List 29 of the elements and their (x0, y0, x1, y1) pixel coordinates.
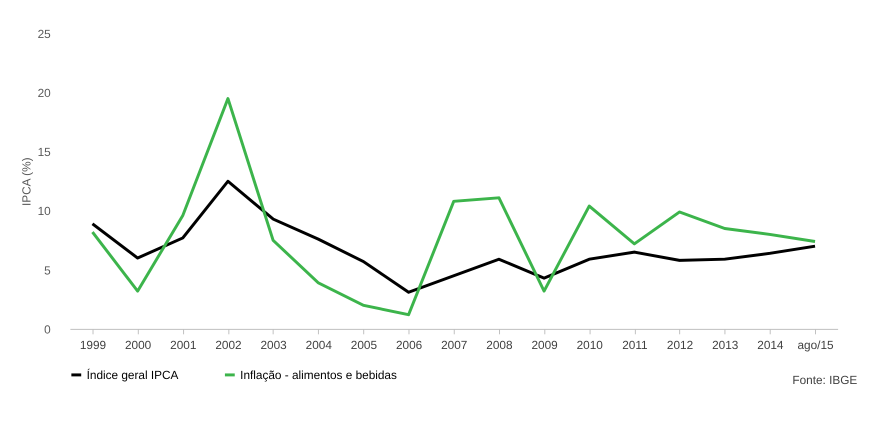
y-axis-title: IPCA (%) (20, 157, 34, 206)
line-series (90, 180, 817, 294)
y-tick-label: 5 (44, 263, 52, 278)
source-note: Fonte: IBGE (792, 373, 858, 388)
x-tick-label: 2010 (576, 338, 604, 352)
x-tick-label: 2007 (441, 338, 468, 352)
x-tick-label: 2012 (666, 338, 694, 352)
legend-label: Inflação - alimentos e bebidas (240, 368, 397, 382)
x-tick-label: 2013 (712, 338, 739, 352)
y-tick-label: 20 (38, 86, 52, 100)
x-tick-label: 2001 (170, 338, 196, 352)
x-tick-label: 2005 (350, 338, 378, 352)
x-tick-label: 2002 (215, 338, 242, 352)
x-tick-label: 2014 (757, 338, 784, 352)
x-tick-label: 2011 (622, 338, 648, 352)
x-tick-label: 2000 (124, 338, 152, 352)
y-tick-label: 25 (38, 27, 52, 42)
y-tick-label: 15 (38, 145, 52, 160)
x-tick-label: 2009 (531, 338, 558, 352)
y-tick-label: 0 (44, 322, 52, 336)
x-tick-label: ago/15 (797, 338, 834, 352)
y-tick-label: 10 (38, 204, 52, 218)
x-tick-label: 2008 (486, 338, 513, 352)
x-tick-label: 2004 (306, 338, 332, 352)
x-tick-label: 1999 (80, 338, 106, 352)
legend-label: Índice geral IPCA (86, 368, 179, 382)
line-series (90, 97, 817, 316)
x-tick-label: 2006 (396, 338, 423, 352)
x-tick-label: 2003 (260, 338, 288, 352)
